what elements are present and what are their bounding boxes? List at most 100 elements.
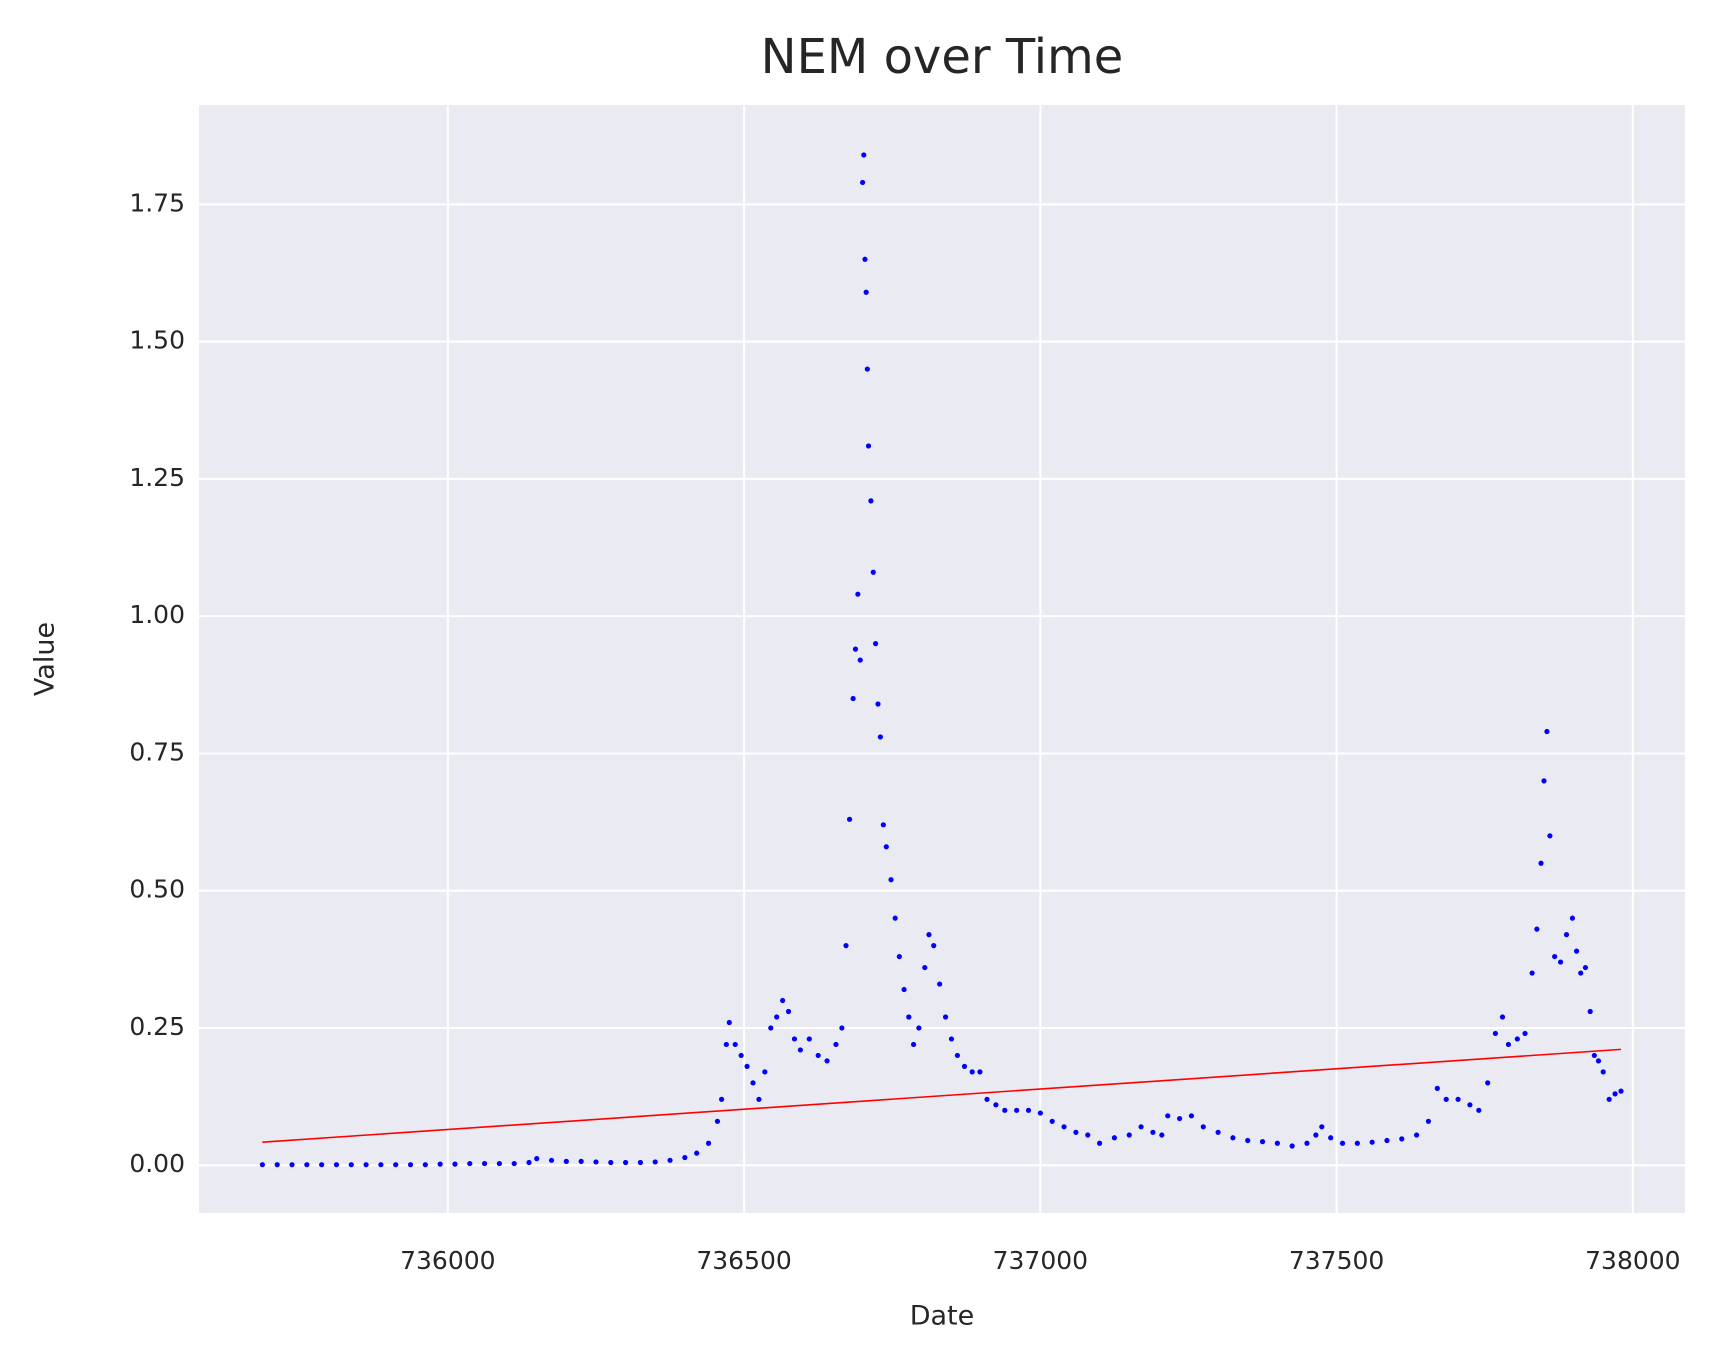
point (363, 1162, 369, 1168)
point (1544, 728, 1550, 735)
point (892, 915, 898, 921)
point (1159, 1132, 1165, 1138)
point (870, 569, 876, 575)
y-tick-label: 0.75 (129, 737, 185, 766)
point (548, 1157, 555, 1163)
point (1097, 1140, 1103, 1146)
point (1025, 1107, 1032, 1113)
point (511, 1160, 517, 1167)
point (1569, 915, 1576, 921)
point (839, 1025, 845, 1031)
point (481, 1160, 488, 1167)
point (1200, 1124, 1206, 1130)
point (1138, 1124, 1144, 1130)
point (1413, 1132, 1420, 1138)
point (852, 646, 859, 652)
point (948, 1036, 955, 1042)
point (259, 1162, 265, 1168)
point (1606, 1096, 1612, 1102)
point (578, 1158, 584, 1164)
point (865, 443, 872, 449)
point (931, 943, 937, 949)
point (274, 1162, 280, 1168)
point (868, 498, 874, 504)
point (1073, 1129, 1079, 1135)
x-tick-label: 737500 (1289, 1246, 1384, 1275)
point (705, 1140, 712, 1146)
point (1476, 1107, 1482, 1113)
point (1165, 1113, 1171, 1119)
point (1328, 1135, 1334, 1141)
point (1230, 1135, 1236, 1141)
point (768, 1025, 774, 1031)
point (348, 1162, 354, 1168)
point (1600, 1069, 1606, 1075)
point (850, 695, 856, 702)
point (1313, 1132, 1319, 1138)
point (623, 1159, 629, 1166)
point (1534, 926, 1540, 932)
point (846, 816, 853, 822)
point (750, 1080, 756, 1086)
point (1289, 1143, 1295, 1149)
point (1612, 1091, 1618, 1097)
point (861, 152, 867, 158)
point (1557, 959, 1564, 965)
point (1563, 932, 1570, 938)
point (1399, 1136, 1405, 1142)
point (1126, 1132, 1132, 1138)
point (563, 1158, 569, 1164)
point (1188, 1113, 1195, 1119)
point (1587, 1008, 1593, 1015)
point (1582, 964, 1589, 971)
point (1319, 1124, 1325, 1130)
point (1455, 1096, 1461, 1102)
point (1150, 1129, 1156, 1135)
point (857, 657, 863, 663)
point (1522, 1030, 1528, 1037)
point (496, 1160, 502, 1167)
y-axis-label: Value (30, 622, 61, 696)
point (1049, 1118, 1055, 1124)
x-tick-label: 737000 (993, 1246, 1088, 1275)
y-tick-label: 0.00 (129, 1149, 185, 1178)
point (682, 1154, 688, 1161)
point (1245, 1137, 1251, 1144)
point (1443, 1096, 1449, 1102)
point (526, 1159, 532, 1166)
point (319, 1162, 325, 1168)
point (863, 289, 869, 295)
point (652, 1159, 658, 1165)
point (833, 1041, 839, 1048)
point (785, 1008, 792, 1015)
point (1176, 1115, 1183, 1122)
point (993, 1102, 999, 1108)
point (1037, 1110, 1043, 1116)
point (797, 1047, 803, 1053)
point (762, 1069, 768, 1075)
point (667, 1157, 673, 1163)
point (916, 1025, 922, 1031)
point (926, 932, 932, 938)
point (1369, 1139, 1375, 1145)
point (1304, 1140, 1310, 1146)
point (1499, 1014, 1506, 1020)
y-tick-label: 1.50 (129, 326, 185, 355)
point (1618, 1088, 1624, 1094)
point (1085, 1132, 1091, 1138)
point (738, 1052, 744, 1059)
point (1111, 1135, 1118, 1141)
point (1505, 1041, 1512, 1048)
point (1514, 1036, 1520, 1042)
point (1215, 1129, 1221, 1135)
point (815, 1052, 821, 1059)
point (407, 1162, 414, 1168)
marks (259, 152, 1624, 1168)
point (1425, 1118, 1432, 1124)
y-tick-label: 0.25 (129, 1012, 185, 1041)
point (1591, 1052, 1597, 1059)
point (1573, 948, 1580, 954)
point (744, 1063, 750, 1070)
chart-title: NEM over Time (761, 29, 1124, 85)
point (637, 1159, 644, 1166)
